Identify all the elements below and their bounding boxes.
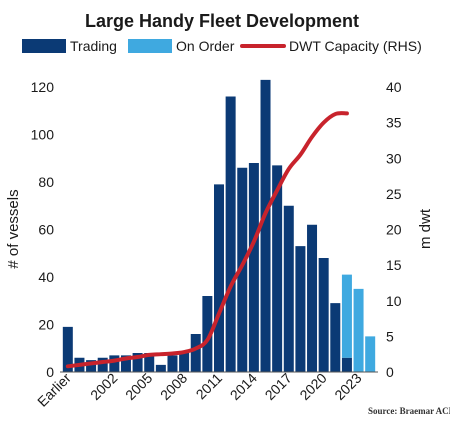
- y2-tick-label: 30: [386, 150, 402, 166]
- bar-trading: [330, 303, 341, 372]
- bar-trading: [144, 353, 155, 372]
- bar-trading: [225, 96, 236, 372]
- x-tick-label: 2020: [296, 370, 329, 403]
- right-axis: 0 5 10 15 20 25 30 35 40: [386, 79, 402, 380]
- y-tick-label: 60: [38, 222, 54, 238]
- y-axis-label: # of vessels: [5, 189, 22, 268]
- bar-trading: [248, 163, 259, 372]
- legend-label-dwt: DWT Capacity (RHS): [289, 38, 422, 54]
- y-tick-label: 100: [31, 127, 55, 143]
- bar-trading: [237, 167, 248, 372]
- bar-on-order: [341, 274, 352, 358]
- y2-tick-label: 5: [386, 328, 394, 344]
- bar-trading: [155, 364, 166, 372]
- y2-tick-label: 15: [386, 257, 402, 273]
- legend: Trading On Order DWT Capacity (RHS): [22, 38, 422, 54]
- bar-trading: [341, 357, 352, 372]
- dwt-capacity-line: [65, 111, 349, 369]
- y-tick-label: 20: [38, 317, 54, 333]
- bar-trading: [202, 296, 213, 372]
- bar-trading: [318, 258, 329, 372]
- bar-trading: [307, 224, 318, 372]
- bar-trading: [97, 357, 108, 372]
- legend-swatch-trading: [22, 39, 66, 53]
- x-tick-label: Earlier: [34, 370, 74, 410]
- x-tick-label: 2014: [227, 370, 260, 403]
- y-tick-label: 120: [31, 79, 55, 95]
- bar-on-order: [353, 288, 364, 372]
- y2-tick-label: 25: [386, 186, 402, 202]
- bar-trading: [283, 205, 294, 372]
- bar-trading: [167, 355, 178, 372]
- bar-trading: [62, 326, 73, 372]
- y2-tick-label: 35: [386, 115, 402, 131]
- bar-trading: [86, 360, 97, 372]
- legend-label-on-order: On Order: [176, 38, 235, 54]
- left-axis: 0 20 40 60 80 100 120: [31, 79, 55, 380]
- bar-trading: [190, 334, 201, 372]
- x-tick-label: 2008: [157, 370, 190, 403]
- x-tick-label: 2017: [262, 370, 295, 403]
- y-tick-label: 80: [38, 174, 54, 190]
- y2-tick-label: 20: [386, 222, 402, 238]
- bar-trading: [295, 246, 306, 372]
- bar-trading: [213, 184, 225, 372]
- line-layer: [65, 111, 349, 369]
- x-tick-label: 2002: [87, 370, 120, 403]
- y2-tick-label: 10: [386, 293, 402, 309]
- bar-trading: [179, 353, 190, 372]
- bar-trading: [132, 353, 143, 372]
- bar-trading: [109, 355, 120, 372]
- bars-layer: [62, 79, 376, 372]
- bar-trading: [120, 355, 131, 372]
- bar-on-order: [365, 336, 376, 372]
- y2-tick-label: 40: [386, 79, 402, 95]
- y-tick-label: 40: [38, 269, 54, 285]
- bar-trading: [260, 79, 271, 372]
- legend-label-trading: Trading: [70, 38, 117, 54]
- bar-trading: [272, 165, 283, 372]
- x-tick-label: 2023: [331, 370, 364, 403]
- x-tick-label: 2005: [122, 370, 155, 403]
- x-tick-label: 2011: [193, 370, 226, 403]
- legend-swatch-on-order: [128, 39, 172, 53]
- source-note: Source: Braemar ACM: [368, 406, 450, 416]
- y2-tick-label: 0: [386, 364, 394, 380]
- chart-title: Large Handy Fleet Development: [85, 11, 359, 31]
- y-tick-label: 0: [46, 364, 54, 380]
- y2-axis-label: m dwt: [417, 208, 434, 249]
- x-axis: Earlier 2002 2005 2008 2011 2014 2017 2020 2023: [34, 370, 365, 410]
